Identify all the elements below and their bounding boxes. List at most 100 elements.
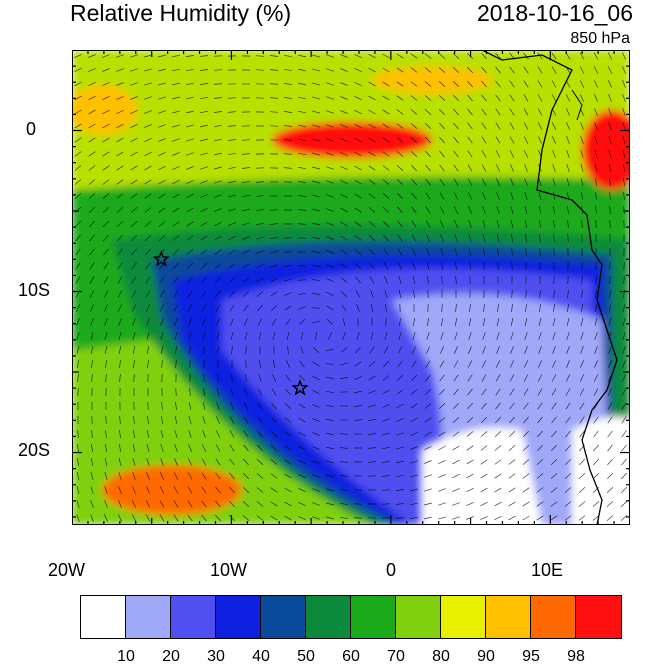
wind-barb: [242, 236, 250, 240]
humidity-10-patch-2: [572, 416, 630, 525]
wind-barb: [172, 193, 180, 199]
wind-barb: [384, 290, 388, 298]
wind-barb: [385, 303, 387, 313]
wind-barb: [132, 430, 136, 438]
wind-barb: [105, 373, 107, 383]
wind-barb: [116, 179, 124, 185]
wind-barb: [469, 303, 471, 313]
wind-barb: [75, 262, 81, 270]
wind-barb: [621, 416, 627, 424]
wind-barb: [440, 234, 444, 242]
lon-label-3: 10E: [531, 560, 564, 580]
wind-barb: [118, 472, 122, 480]
wind-barb: [145, 500, 151, 508]
wind-barb: [565, 430, 571, 438]
wind-barb: [552, 346, 556, 354]
wind-barb: [286, 360, 290, 368]
wind-barb: [481, 52, 487, 60]
wind-barb: [609, 191, 611, 201]
wind-barb: [312, 236, 320, 240]
wind-barb: [131, 500, 137, 508]
wind-barb: [508, 459, 516, 465]
wind-barb: [297, 209, 307, 211]
wind-barb: [354, 81, 362, 87]
wind-barb: [172, 207, 180, 213]
wind-barb: [130, 54, 138, 58]
wind-barb: [144, 165, 152, 171]
wind-barb: [340, 152, 348, 156]
wind-barb: [256, 291, 264, 297]
wind-barb: [130, 96, 138, 100]
wind-barb: [368, 109, 376, 115]
wind-barb: [525, 233, 527, 243]
wind-barb: [424, 431, 432, 437]
wind-barb: [199, 55, 209, 57]
wind-barb: [186, 110, 194, 114]
wind-barb: [186, 82, 194, 86]
wind-barb: [452, 94, 460, 102]
wind-barb: [102, 54, 110, 58]
wind-barb: [213, 69, 223, 71]
wind-barb: [410, 460, 418, 464]
wind-barb: [594, 304, 598, 312]
wind-barb: [509, 402, 515, 410]
wind-barb: [201, 444, 207, 452]
wind-barb: [438, 53, 446, 59]
wind-barb: [242, 180, 250, 184]
wind-barb: [272, 360, 276, 368]
wind-barb: [76, 304, 80, 312]
wind-barb: [565, 108, 571, 116]
wind-barb: [270, 445, 278, 451]
wind-barb: [103, 248, 109, 256]
wind-barb: [230, 402, 234, 410]
colorbar-label: 60: [342, 648, 360, 665]
wind-barb: [74, 54, 82, 58]
wind-barb: [284, 417, 292, 423]
wind-barb: [537, 388, 543, 396]
wind-barb: [340, 68, 348, 72]
wind-barb: [88, 123, 96, 129]
wind-barb: [369, 276, 375, 284]
wind-barb: [228, 180, 236, 184]
wind-barb: [438, 67, 446, 73]
wind-barb: [510, 318, 514, 326]
wind-barb: [76, 500, 80, 508]
wind-barb: [284, 473, 292, 479]
wind-barb: [621, 52, 627, 60]
wind-barb: [538, 192, 542, 200]
wind-barb: [339, 377, 349, 379]
wind-barb: [468, 220, 472, 228]
colorbar-swatch: [261, 596, 306, 638]
wind-barb: [440, 248, 444, 256]
wind-barb: [539, 247, 541, 257]
wind-barb: [158, 193, 166, 199]
wind-barb: [158, 221, 166, 227]
wind-barb: [424, 122, 432, 130]
wind-barb: [145, 304, 151, 312]
wind-barb: [102, 193, 110, 199]
wind-barb: [356, 304, 360, 312]
wind-barb: [147, 415, 149, 425]
wind-barb: [187, 304, 193, 312]
wind-barb: [467, 178, 473, 186]
wind-barb: [524, 332, 528, 340]
wind-barb: [340, 124, 348, 128]
wind-barb: [326, 305, 334, 311]
wind-barb: [523, 360, 529, 368]
wind-barb: [495, 66, 501, 74]
wind-barb: [494, 515, 502, 521]
wind-barb: [424, 445, 432, 451]
wind-barb: [186, 193, 194, 199]
wind-barb: [595, 205, 597, 215]
wind-barb: [91, 443, 93, 453]
marker-group: [152, 250, 309, 396]
wind-barb: [256, 263, 264, 269]
wind-barb: [368, 179, 376, 185]
wind-barb: [621, 374, 627, 382]
wind-barb: [297, 195, 307, 197]
wind-barb: [117, 514, 123, 522]
wind-barb: [593, 444, 599, 452]
wind-barb: [312, 166, 320, 170]
wind-barb: [144, 221, 152, 227]
wind-barb: [354, 123, 362, 129]
